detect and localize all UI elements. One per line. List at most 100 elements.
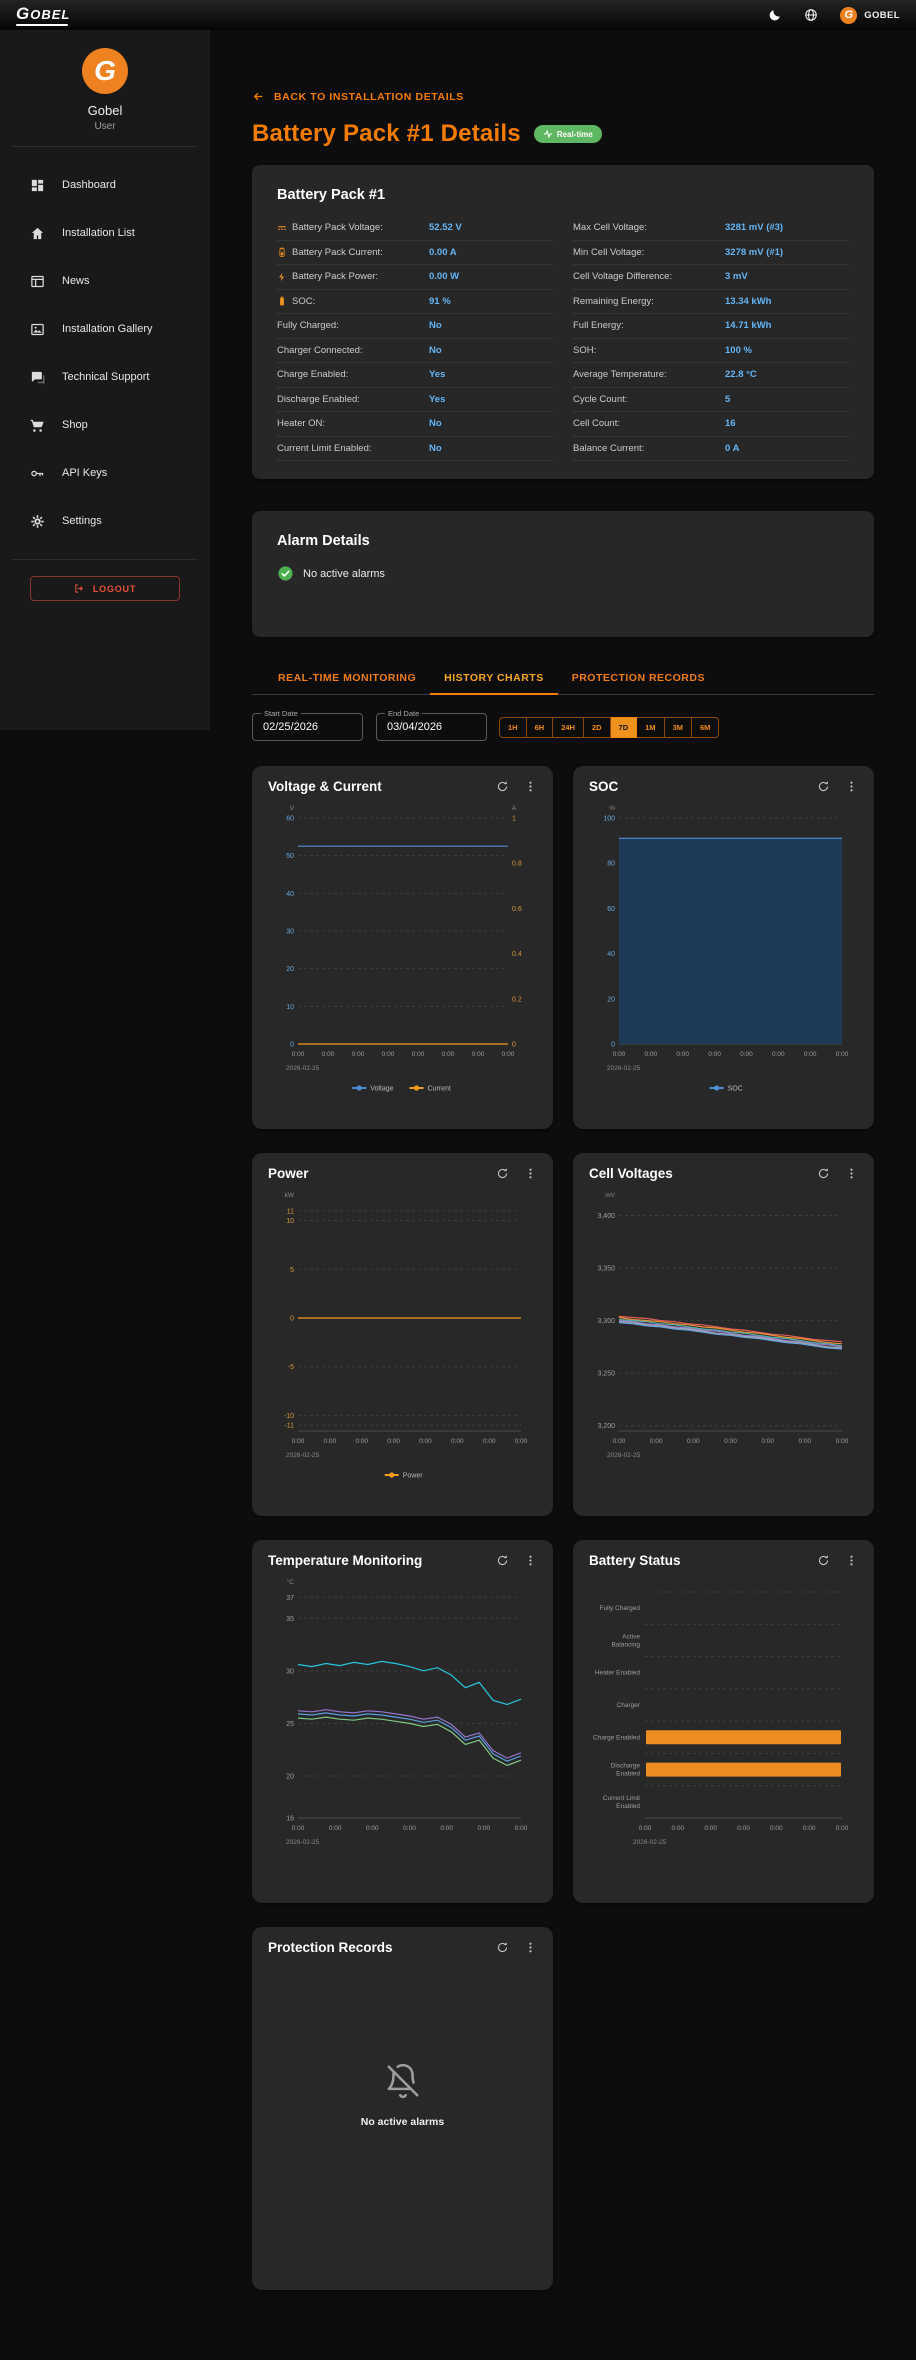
chart-card-power: Power 11 10 5 0 -5 -10 -11 kW 0:00 0:00 0:00 0:00 0:0… <box>252 1153 553 1516</box>
battery-current-icon <box>277 247 287 258</box>
svg-text:0:00: 0:00 <box>804 1051 817 1058</box>
chart-plot: 60 50 40 30 20 10 0 1 0.8 0.6 0.4 0.2 0 A V 0:00 0:00 0:0… <box>286 805 522 1093</box>
svg-text:Charger: Charger <box>617 1702 641 1709</box>
svg-text:2026-02-25: 2026-02-25 <box>607 1452 641 1459</box>
chart-title: Power <box>268 1166 309 1181</box>
range-button-3m[interactable]: 3M <box>664 716 692 738</box>
svg-text:20: 20 <box>286 1773 294 1780</box>
svg-text:0:00: 0:00 <box>761 1438 774 1445</box>
svg-text:0:00: 0:00 <box>322 1051 335 1058</box>
svg-text:0.4: 0.4 <box>512 951 522 958</box>
sidebar-item-api-keys[interactable]: API Keys <box>0 449 210 497</box>
stat-label: Max Cell Voltage: <box>573 222 647 234</box>
stat-row: Battery Pack Voltage: 52.52 V <box>277 216 553 241</box>
sidebar-item-installation-list[interactable]: Installation List <box>0 209 210 257</box>
kebab-menu-icon[interactable] <box>845 1167 858 1180</box>
tab-protection-records[interactable]: PROTECTION RECORDS <box>571 672 705 684</box>
stat-label: Current Limit Enabled: <box>277 442 372 454</box>
svg-text:0:00: 0:00 <box>442 1051 455 1058</box>
range-button-1m[interactable]: 1M <box>637 716 665 738</box>
tab-history-charts[interactable]: HISTORY CHARTS <box>430 664 558 695</box>
dark-mode-moon-icon[interactable] <box>768 8 782 22</box>
stat-row: SOC: 91 % <box>277 290 553 314</box>
svg-text:10: 10 <box>286 1218 294 1225</box>
svg-text:0:00: 0:00 <box>708 1051 721 1058</box>
stat-value: Yes <box>429 393 446 405</box>
refresh-icon[interactable] <box>496 1554 509 1567</box>
refresh-icon[interactable] <box>496 1167 509 1180</box>
back-to-installation-link[interactable]: BACK TO INSTALLATION DETAILS <box>252 90 464 103</box>
svg-text:0:00: 0:00 <box>478 1825 491 1832</box>
svg-text:kW: kW <box>285 1192 295 1199</box>
kebab-menu-icon[interactable] <box>524 1167 537 1180</box>
sidebar-item-label: Settings <box>62 515 102 527</box>
svg-text:37: 37 <box>286 1595 294 1602</box>
stat-label: Fully Charged: <box>277 320 339 332</box>
kebab-menu-icon[interactable] <box>524 780 537 793</box>
stat-value: Yes <box>429 369 446 381</box>
battery-pack-card-title: Battery Pack #1 <box>277 187 386 203</box>
tabs-bar: REAL-TIME MONITORING HISTORY CHARTS PROTEC… <box>252 664 874 695</box>
sidebar-item-technical-support[interactable]: Technical Support <box>0 353 210 401</box>
kebab-menu-icon[interactable] <box>845 780 858 793</box>
sidebar-item-settings[interactable]: Settings <box>0 497 210 545</box>
svg-text:3,250: 3,250 <box>597 1371 615 1378</box>
stat-row: Cell Voltage Difference: 3 mV <box>573 265 849 290</box>
sidebar-item-news[interactable]: News <box>0 257 210 305</box>
range-button-6h[interactable]: 6H <box>526 716 554 738</box>
stats-left-column: Battery Pack Voltage: 52.52 V Battery Pack… <box>277 216 553 461</box>
kebab-menu-icon[interactable] <box>524 1554 537 1567</box>
svg-text:0: 0 <box>611 1042 615 1049</box>
home-icon <box>30 226 45 241</box>
range-button-7d[interactable]: 7D <box>610 716 638 738</box>
range-button-2d[interactable]: 2D <box>583 716 611 738</box>
stat-value: 100 % <box>725 344 752 356</box>
stat-value: 13.34 kWh <box>725 295 772 307</box>
range-button-6m[interactable]: 6M <box>691 716 720 738</box>
sidebar-item-dashboard[interactable]: Dashboard <box>0 161 210 209</box>
logout-button[interactable]: LOGOUT <box>30 576 180 601</box>
refresh-icon[interactable] <box>817 1167 830 1180</box>
svg-text:Voltage: Voltage <box>370 1086 393 1093</box>
tab-real-time-monitoring[interactable]: REAL-TIME MONITORING <box>278 672 417 684</box>
news-icon <box>30 274 45 289</box>
chart-card-battery-status: Battery Status Fully Charged Active Balanci… <box>573 1540 874 1903</box>
refresh-icon[interactable] <box>496 1941 509 1954</box>
svg-text:60: 60 <box>286 816 294 823</box>
kebab-menu-icon[interactable] <box>524 1941 537 1954</box>
kebab-menu-icon[interactable] <box>845 1554 858 1567</box>
stat-row: Balance Current: 0 A <box>573 437 849 461</box>
avatar: G <box>840 6 858 24</box>
svg-text:100: 100 <box>603 816 615 823</box>
svg-text:11: 11 <box>287 1208 294 1215</box>
svg-text:30: 30 <box>286 1668 294 1675</box>
svg-text:-10: -10 <box>284 1413 294 1420</box>
stat-value: 3281 mV (#3) <box>725 222 784 234</box>
protection-message: No active alarms <box>360 2116 445 2128</box>
range-button-1h[interactable]: 1H <box>499 716 527 738</box>
gobel-logo: GOBEL <box>16 5 70 26</box>
user-account-button[interactable]: G GOBEL <box>840 6 900 24</box>
svg-text:35: 35 <box>286 1616 294 1623</box>
svg-text:A: A <box>512 805 517 812</box>
end-date-input[interactable]: End Date 03/04/2026 <box>376 709 487 741</box>
stat-row: Remaining Energy: 13.34 kWh <box>573 290 849 314</box>
start-date-input[interactable]: Start Date 02/25/2026 <box>252 709 363 741</box>
range-button-24h[interactable]: 24H <box>553 716 584 738</box>
stat-row: Max Cell Voltage: 3281 mV (#3) <box>573 216 849 241</box>
time-range-group: 1H 6H 24H 2D 7D 1M 3M 6M <box>499 716 720 738</box>
stat-label: Battery Pack Voltage: <box>292 222 383 234</box>
sidebar-divider <box>12 146 198 147</box>
stat-value: No <box>429 320 442 332</box>
refresh-icon[interactable] <box>817 780 830 793</box>
stat-value: 0.00 W <box>429 271 460 283</box>
stat-label: SOC: <box>292 295 316 307</box>
language-globe-icon[interactable] <box>804 8 818 22</box>
stat-row: Min Cell Voltage: 3278 mV (#1) <box>573 241 849 265</box>
sidebar-item-installation-gallery[interactable]: Installation Gallery <box>0 305 210 353</box>
refresh-icon[interactable] <box>817 1554 830 1567</box>
sidebar-item-shop[interactable]: Shop <box>0 401 210 449</box>
refresh-icon[interactable] <box>496 780 509 793</box>
